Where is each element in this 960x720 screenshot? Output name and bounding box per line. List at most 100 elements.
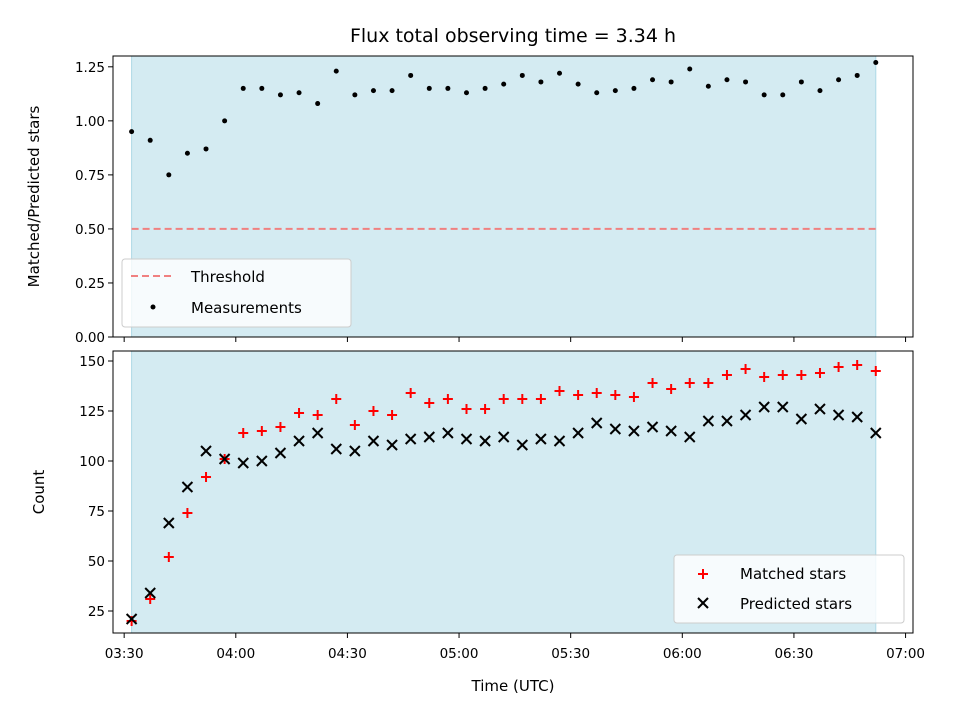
measurement-point bbox=[519, 72, 525, 78]
predicted-star-point bbox=[442, 427, 454, 439]
predicted-star-point bbox=[721, 415, 733, 427]
matched-star-point bbox=[703, 378, 714, 388]
measurement-point bbox=[854, 72, 860, 78]
matched-star-point bbox=[852, 360, 863, 370]
measurement-point bbox=[836, 77, 842, 83]
measurement-point bbox=[817, 88, 823, 94]
ratio-y-tick-label: 0.75 bbox=[75, 168, 105, 184]
matched-star-point bbox=[796, 370, 807, 380]
measurement-point bbox=[798, 79, 804, 85]
x-tick-label: 05:00 bbox=[440, 646, 479, 662]
predicted-star-point bbox=[311, 427, 324, 439]
predicted-star-point bbox=[851, 411, 863, 423]
measurement-point bbox=[594, 90, 600, 96]
predicted-star-point bbox=[516, 439, 529, 451]
count-y-axis-label: Count bbox=[30, 470, 48, 515]
measurement-point bbox=[463, 90, 469, 96]
count-y-tick-label: 100 bbox=[79, 454, 105, 470]
predicted-star-point bbox=[609, 423, 622, 435]
predicted-star-point bbox=[293, 435, 305, 447]
matched-star-point bbox=[182, 508, 193, 518]
predicted-star-point bbox=[684, 431, 696, 443]
count-legend: Matched stars Predicted stars bbox=[673, 554, 905, 624]
predicted-star-point bbox=[758, 401, 770, 413]
measurements-legend-swatch bbox=[150, 304, 156, 310]
matched-star-point bbox=[833, 362, 844, 372]
matched-star-point bbox=[498, 394, 509, 404]
ratio-panel-frame bbox=[112, 55, 914, 338]
x-tick-label: 06:00 bbox=[663, 646, 702, 662]
predicted-star-point bbox=[553, 435, 566, 447]
matched-star-point bbox=[312, 410, 323, 420]
measurement-point bbox=[240, 85, 246, 91]
predicted-star-point bbox=[591, 417, 603, 429]
measurement-point bbox=[668, 79, 674, 85]
matched-star-point bbox=[275, 422, 286, 432]
predicted-star-point bbox=[460, 433, 473, 445]
predicted-star-point bbox=[535, 433, 547, 445]
matched-star-point bbox=[256, 426, 267, 436]
measurement-point bbox=[557, 70, 563, 76]
predicted-star-point bbox=[163, 517, 175, 529]
predicted-star-point bbox=[497, 431, 510, 443]
measurement-point bbox=[259, 85, 265, 91]
matched-star-point bbox=[554, 386, 565, 396]
matched-star-point bbox=[628, 392, 639, 402]
measurement-point bbox=[538, 79, 544, 85]
predicted-star-point bbox=[665, 425, 677, 437]
matched-star-point bbox=[573, 390, 584, 400]
x-tick-label: 06:30 bbox=[774, 646, 813, 662]
predicted-star-point bbox=[702, 415, 715, 427]
predicted-star-point bbox=[349, 445, 361, 457]
measurement-point bbox=[426, 85, 432, 91]
ratio-y-tick-label: 0.25 bbox=[75, 276, 105, 292]
predicted-star-point bbox=[814, 403, 826, 415]
chart-title: Flux total observing time = 3.34 h bbox=[350, 25, 676, 47]
predicted-legend-swatch bbox=[697, 597, 709, 609]
measurement-point bbox=[501, 81, 507, 87]
measurement-point bbox=[370, 88, 376, 94]
count-y-tick-label: 25 bbox=[88, 604, 105, 620]
ratio-y-tick-label: 0.50 bbox=[75, 222, 105, 238]
predicted-star-point bbox=[404, 433, 417, 445]
matched-star-point bbox=[424, 398, 435, 408]
matched-star-point bbox=[517, 394, 528, 404]
measurement-point bbox=[222, 118, 228, 124]
measurement-point bbox=[277, 92, 283, 98]
predicted-star-point bbox=[144, 587, 156, 599]
matched-star-point bbox=[480, 404, 491, 414]
matched-star-point bbox=[666, 384, 677, 394]
x-tick-label: 07:00 bbox=[886, 646, 925, 662]
predicted-legend-label: Predicted stars bbox=[740, 595, 852, 613]
predicted-star-point bbox=[832, 409, 845, 421]
count-y-tick-label: 50 bbox=[88, 554, 105, 570]
predicted-star-point bbox=[200, 445, 212, 457]
measurement-point bbox=[129, 129, 135, 135]
matched-star-point bbox=[721, 370, 732, 380]
measurement-point bbox=[166, 172, 172, 178]
measurement-point bbox=[724, 77, 730, 83]
predicted-star-point bbox=[218, 453, 231, 465]
matched-star-point bbox=[740, 364, 751, 374]
predicted-star-point bbox=[181, 481, 194, 493]
measurement-point bbox=[575, 81, 581, 87]
predicted-star-point bbox=[237, 457, 249, 469]
measurement-point bbox=[631, 85, 637, 91]
ratio-y-tick-label: 1.00 bbox=[75, 114, 105, 130]
predicted-star-point bbox=[125, 613, 138, 625]
predicted-star-point bbox=[386, 439, 398, 451]
matched-star-point bbox=[405, 388, 416, 398]
predicted-star-point bbox=[739, 409, 752, 421]
measurement-point bbox=[333, 68, 339, 74]
predicted-star-point bbox=[274, 447, 287, 459]
predicted-star-point bbox=[330, 443, 342, 455]
matched-star-point bbox=[610, 390, 621, 400]
predicted-star-point bbox=[256, 455, 268, 467]
x-tick-label: 03:30 bbox=[105, 646, 144, 662]
predicted-star-point bbox=[367, 435, 380, 447]
threshold-legend-label: Threshold bbox=[190, 268, 265, 286]
measurement-point bbox=[650, 77, 656, 83]
ratio-panel: 0.00 0.25 0.50 0.75 1.00 1.25 Matched/Predict… bbox=[25, 55, 914, 346]
measurement-point bbox=[408, 72, 414, 78]
